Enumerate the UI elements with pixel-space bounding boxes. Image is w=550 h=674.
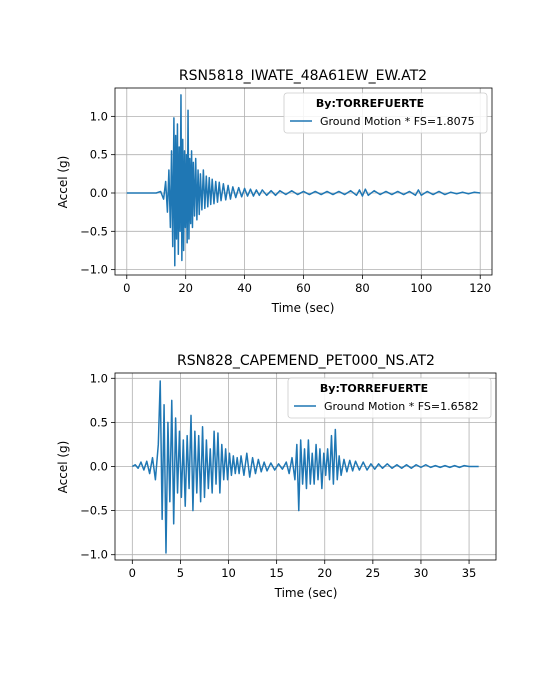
x-tick-label: 5 xyxy=(177,566,184,580)
x-tick-label: 120 xyxy=(469,281,491,295)
chart-rsn5818: RSN5818_IWATE_48A61EW_EW.AT2 0 20 40 60 80 10… xyxy=(56,68,493,315)
y-tick-label: 0.0 xyxy=(90,460,108,474)
series-line xyxy=(126,94,481,267)
x-tick-label: 20 xyxy=(317,566,332,580)
x-axis-label: Time (sec) xyxy=(274,586,338,600)
chart-rsn828: RSN828_CAPEMEND_PET000_NS.AT2 0 5 10 15 20 25… xyxy=(56,353,497,600)
legend-box xyxy=(283,92,488,134)
legend: By:TORREFUERTE Ground Motion * FS=1.6582 xyxy=(287,377,492,419)
y-tick-label: 0.5 xyxy=(90,148,108,162)
y-tick-label: −0.5 xyxy=(80,224,108,238)
legend-entry: Ground Motion * FS=1.6582 xyxy=(324,400,479,413)
series-line xyxy=(131,380,479,554)
y-tick-label: −0.5 xyxy=(80,504,108,518)
chart-title: RSN828_CAPEMEND_PET000_NS.AT2 xyxy=(177,353,435,369)
x-tick-label: 100 xyxy=(410,281,432,295)
y-axis-label: Accel (g) xyxy=(56,441,70,494)
y-tick-label: 1.0 xyxy=(90,371,108,385)
x-tick-label: 30 xyxy=(414,566,429,580)
y-axis-label: Accel (g) xyxy=(56,156,70,209)
y-tick-label: 1.0 xyxy=(90,109,108,123)
legend-box xyxy=(287,377,492,419)
x-tick-label: 20 xyxy=(178,281,193,295)
y-tick-label: 0.5 xyxy=(90,415,108,429)
chart-title: RSN5818_IWATE_48A61EW_EW.AT2 xyxy=(179,68,427,84)
legend: By:TORREFUERTE Ground Motion * FS=1.8075 xyxy=(283,92,488,134)
x-tick-label: 25 xyxy=(366,566,381,580)
x-tick-label: 10 xyxy=(221,566,236,580)
legend-entry: Ground Motion * FS=1.8075 xyxy=(320,115,475,128)
y-tick-label: −1.0 xyxy=(80,548,108,562)
x-tick-label: 35 xyxy=(462,566,477,580)
x-tick-label: 0 xyxy=(129,566,136,580)
x-tick-label: 80 xyxy=(355,281,370,295)
x-tick-label: 40 xyxy=(237,281,252,295)
x-tick-label: 0 xyxy=(123,281,130,295)
x-tick-label: 15 xyxy=(269,566,284,580)
x-tick-label: 60 xyxy=(296,281,311,295)
x-axis-label: Time (sec) xyxy=(271,301,335,315)
legend-title: By:TORREFUERTE xyxy=(320,382,428,395)
y-tick-label: 0.0 xyxy=(90,186,108,200)
y-tick-label: −1.0 xyxy=(80,263,108,277)
legend-title: By:TORREFUERTE xyxy=(316,97,424,110)
